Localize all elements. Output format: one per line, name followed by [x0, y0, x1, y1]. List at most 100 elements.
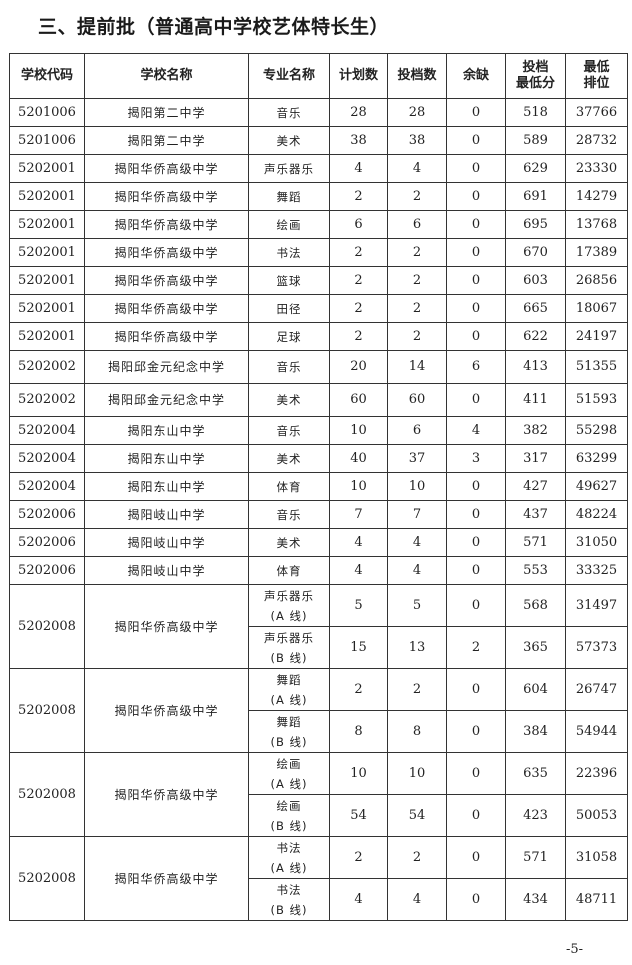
filed-cell: 2	[387, 836, 447, 879]
major-cell: 书法	[248, 238, 330, 267]
min-rank-cell: 50053	[565, 794, 628, 837]
gap-cell: 0	[446, 154, 506, 183]
min-score-cell: 365	[505, 626, 566, 669]
plan-cell: 4	[329, 878, 388, 921]
school-code-cell: 5201006	[9, 126, 85, 155]
major-cell: 音乐	[248, 500, 330, 529]
min-rank-cell: 31058	[565, 836, 628, 879]
gap-cell: 0	[446, 383, 506, 417]
plan-cell: 2	[329, 668, 388, 711]
min-score-cell: 518	[505, 98, 566, 127]
major-cell: 美术	[248, 444, 330, 473]
table-row: 5202008 揭阳华侨高级中学 绘画 (A 线) 10 10 0 635 22396	[9, 752, 628, 837]
major-cell: 篮球	[248, 266, 330, 295]
major-cell: 美术	[248, 126, 330, 155]
gap-cell: 0	[446, 266, 506, 295]
major-cell: 声乐器乐 (A 线)	[248, 584, 330, 627]
table-row: 5201006 揭阳第二中学 美术 38 38 0 589 28732	[9, 126, 628, 155]
table-row: 5202006 揭阳岐山中学 体育 4 4 0 553 33325	[9, 556, 628, 585]
plan-cell: 2	[329, 182, 388, 211]
school-name-cell: 揭阳第二中学	[84, 98, 249, 127]
table-row: 5202004 揭阳东山中学 美术 40 37 3 317 63299	[9, 444, 628, 473]
min-rank-cell: 49627	[565, 472, 628, 501]
school-name-cell: 揭阳华侨高级中学	[84, 836, 249, 921]
filed-cell: 5	[387, 584, 447, 627]
min-score-cell: 423	[505, 794, 566, 837]
school-code-cell: 5202002	[9, 383, 85, 417]
table-row: 5202001 揭阳华侨高级中学 足球 2 2 0 622 24197	[9, 322, 628, 351]
header-school-name: 学校名称	[84, 53, 249, 99]
filed-cell: 38	[387, 126, 447, 155]
major-cell: 音乐	[248, 350, 330, 384]
gap-cell: 0	[446, 794, 506, 837]
school-name-cell: 揭阳华侨高级中学	[84, 154, 249, 183]
major-cell: 美术	[248, 383, 330, 417]
min-rank-cell: 51593	[565, 383, 628, 417]
plan-cell: 2	[329, 836, 388, 879]
gap-cell: 0	[446, 472, 506, 501]
header-min-score: 投档 最低分	[505, 53, 566, 99]
major-cell: 舞蹈	[248, 182, 330, 211]
plan-cell: 40	[329, 444, 388, 473]
school-code-cell: 5202001	[9, 154, 85, 183]
table-row: 5202001 揭阳华侨高级中学 绘画 6 6 0 695 13768	[9, 210, 628, 239]
min-score-cell: 411	[505, 383, 566, 417]
plan-cell: 54	[329, 794, 388, 837]
gap-cell: 2	[446, 626, 506, 669]
school-name-cell: 揭阳东山中学	[84, 472, 249, 501]
table-row: 书法 (B 线) 4 4 0 434 48711	[10, 878, 628, 921]
school-name-cell: 揭阳东山中学	[84, 416, 249, 445]
min-score-cell: 571	[505, 836, 566, 879]
filed-cell: 2	[387, 294, 447, 323]
school-name-cell: 揭阳华侨高级中学	[84, 238, 249, 267]
header-major: 专业名称	[248, 53, 330, 99]
min-score-cell: 604	[505, 668, 566, 711]
plan-cell: 4	[329, 154, 388, 183]
plan-cell: 28	[329, 98, 388, 127]
table-row: 5202002 揭阳邱金元纪念中学 美术 60 60 0 411 51593	[9, 383, 628, 417]
admission-table: 学校代码 学校名称 专业名称 计划数 投档数 余缺 投档 最低分 最低 排位 5…	[9, 53, 628, 921]
table-row: 5202008 揭阳华侨高级中学 声乐器乐 (A 线) 5 5 0 568 31497	[9, 584, 628, 669]
gap-cell: 0	[446, 584, 506, 627]
min-rank-cell: 48224	[565, 500, 628, 529]
min-score-cell: 635	[505, 752, 566, 795]
gap-cell: 0	[446, 668, 506, 711]
school-code-cell: 5202006	[9, 500, 85, 529]
gap-cell: 0	[446, 126, 506, 155]
table-row: 5202006 揭阳岐山中学 音乐 7 7 0 437 48224	[9, 500, 628, 529]
min-rank-cell: 31497	[565, 584, 628, 627]
school-name-cell: 揭阳华侨高级中学	[84, 752, 249, 837]
min-rank-cell: 63299	[565, 444, 628, 473]
filed-cell: 4	[387, 878, 447, 921]
school-name-cell: 揭阳东山中学	[84, 444, 249, 473]
filed-cell: 2	[387, 238, 447, 267]
min-score-cell: 434	[505, 878, 566, 921]
school-code-cell: 5202004	[9, 416, 85, 445]
min-rank-cell: 31050	[565, 528, 628, 557]
major-cell: 美术	[248, 528, 330, 557]
min-rank-cell: 55298	[565, 416, 628, 445]
page-number: -5-	[566, 942, 584, 957]
table-row: 5202001 揭阳华侨高级中学 田径 2 2 0 665 18067	[9, 294, 628, 323]
school-name-cell: 揭阳华侨高级中学	[84, 266, 249, 295]
school-name-cell: 揭阳邱金元纪念中学	[84, 350, 249, 384]
min-score-cell: 670	[505, 238, 566, 267]
school-code-cell: 5202008	[9, 668, 85, 753]
gap-cell: 6	[446, 350, 506, 384]
table-row: 5202008 揭阳华侨高级中学 舞蹈 (A 线) 2 2 0 604 26747	[9, 668, 628, 753]
school-code-cell: 5202006	[9, 528, 85, 557]
min-score-cell: 571	[505, 528, 566, 557]
plan-cell: 7	[329, 500, 388, 529]
plan-cell: 10	[329, 416, 388, 445]
table-row: 5202001 揭阳华侨高级中学 书法 2 2 0 670 17389	[9, 238, 628, 267]
filed-cell: 10	[387, 752, 447, 795]
gap-cell: 0	[446, 182, 506, 211]
min-rank-cell: 14279	[565, 182, 628, 211]
table-row: 声乐器乐 (B 线) 15 13 2 365 57373	[10, 626, 628, 669]
school-code-cell: 5202001	[9, 322, 85, 351]
major-cell: 书法 (A 线)	[248, 836, 330, 879]
min-rank-cell: 51355	[565, 350, 628, 384]
header-filed: 投档数	[387, 53, 447, 99]
gap-cell: 0	[446, 98, 506, 127]
school-code-cell: 5201006	[9, 98, 85, 127]
